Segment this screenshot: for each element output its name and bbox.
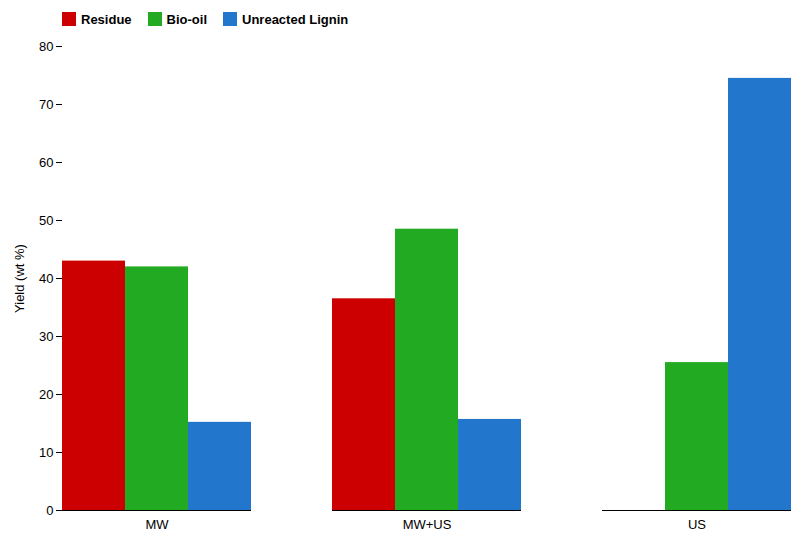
svg-text:MW+US: MW+US [403,517,452,532]
html-text:Unreacted Lignin: Unreacted Lignin [242,11,349,27]
svg-text:Yield (wt %): Yield (wt %) [12,244,27,313]
html-text:Residue: Residue [81,11,132,27]
svg-text:40: 40 [39,271,53,286]
svg-text:US: US [688,517,706,532]
svg-text:60: 60 [39,155,53,170]
svg-text:70: 70 [39,97,53,112]
html-text:Bio-oil: Bio-oil [166,11,207,27]
svg-text:50: 50 [39,213,53,228]
svg-text:80: 80 [39,39,53,54]
svg-text:0: 0 [46,503,53,518]
svg-text:30: 30 [39,329,53,344]
svg-text:20: 20 [39,387,53,402]
svg-text:MW: MW [145,517,169,532]
svg-text:10: 10 [39,445,53,460]
